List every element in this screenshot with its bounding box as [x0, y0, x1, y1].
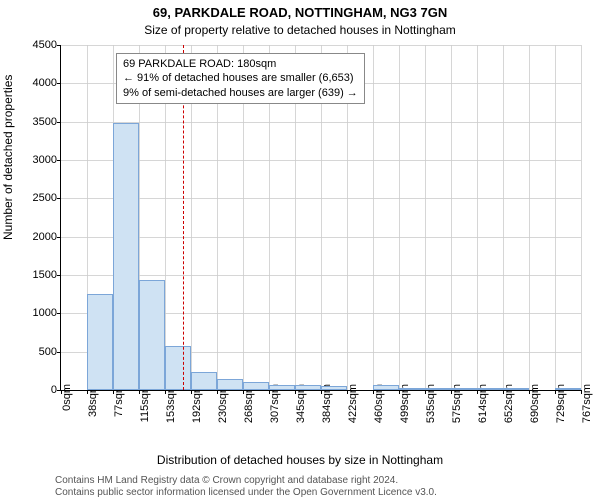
histogram-bar — [555, 388, 581, 390]
gridline-v — [373, 45, 374, 390]
histogram-bar — [217, 379, 243, 391]
chart-container: 69, PARKDALE ROAD, NOTTINGHAM, NG3 7GN S… — [0, 0, 600, 500]
histogram-bar — [269, 385, 295, 390]
y-tick-label: 500 — [19, 346, 57, 358]
y-tick-label: 0 — [19, 384, 57, 396]
annot-line-2: ← 91% of detached houses are smaller (6,… — [123, 71, 358, 85]
chart-title: 69, PARKDALE ROAD, NOTTINGHAM, NG3 7GN — [0, 5, 600, 20]
histogram-bar — [113, 123, 139, 390]
histogram-bar — [243, 382, 269, 390]
y-axis-label: Number of detached properties — [1, 75, 15, 240]
y-tick-mark — [57, 160, 61, 161]
histogram-bar — [139, 280, 165, 390]
histogram-bar — [425, 388, 451, 390]
histogram-bar — [165, 346, 191, 390]
gridline-v — [503, 45, 504, 390]
gridline-v — [477, 45, 478, 390]
y-tick-mark — [57, 352, 61, 353]
y-tick-mark — [57, 83, 61, 84]
chart-subtitle: Size of property relative to detached ho… — [0, 23, 600, 37]
y-tick-label: 1500 — [19, 269, 57, 281]
y-tick-mark — [57, 45, 61, 46]
annotation-box: 69 PARKDALE ROAD: 180sqm ← 91% of detach… — [116, 53, 365, 104]
x-tick-label: 0sqm — [61, 384, 73, 411]
gridline-v — [555, 45, 556, 390]
footer-copyright: Contains HM Land Registry data © Crown c… — [55, 475, 398, 486]
x-axis-label: Distribution of detached houses by size … — [0, 453, 600, 467]
x-tick-label: 690sqm — [529, 384, 541, 423]
plot-area: 0500100015002000250030003500400045000sqm… — [60, 45, 581, 391]
histogram-bar — [321, 386, 347, 390]
x-tick-label: 767sqm — [581, 384, 593, 423]
gridline-v — [581, 45, 582, 390]
histogram-bar — [295, 385, 321, 390]
annot-line-1: 69 PARKDALE ROAD: 180sqm — [123, 57, 358, 71]
gridline-v — [529, 45, 530, 390]
gridline-v — [399, 45, 400, 390]
y-tick-label: 2000 — [19, 231, 57, 243]
histogram-bar — [191, 372, 217, 390]
gridline-v — [425, 45, 426, 390]
y-tick-mark — [57, 237, 61, 238]
footer-licence: Contains public sector information licen… — [55, 487, 437, 498]
y-tick-label: 2500 — [19, 192, 57, 204]
histogram-bar — [399, 388, 425, 390]
y-tick-label: 3000 — [19, 154, 57, 166]
histogram-bar — [451, 388, 477, 390]
y-tick-label: 1000 — [19, 307, 57, 319]
y-tick-mark — [57, 313, 61, 314]
histogram-bar — [373, 385, 399, 390]
y-tick-label: 4000 — [19, 77, 57, 89]
gridline-v — [451, 45, 452, 390]
y-tick-mark — [57, 275, 61, 276]
annot-line-3: 9% of semi-detached houses are larger (6… — [123, 86, 358, 100]
y-tick-label: 4500 — [19, 39, 57, 51]
y-tick-mark — [57, 198, 61, 199]
histogram-bar — [503, 388, 529, 390]
histogram-bar — [87, 294, 113, 390]
y-tick-mark — [57, 122, 61, 123]
x-tick-label: 422sqm — [347, 384, 359, 423]
histogram-bar — [477, 388, 503, 390]
y-tick-label: 3500 — [19, 116, 57, 128]
